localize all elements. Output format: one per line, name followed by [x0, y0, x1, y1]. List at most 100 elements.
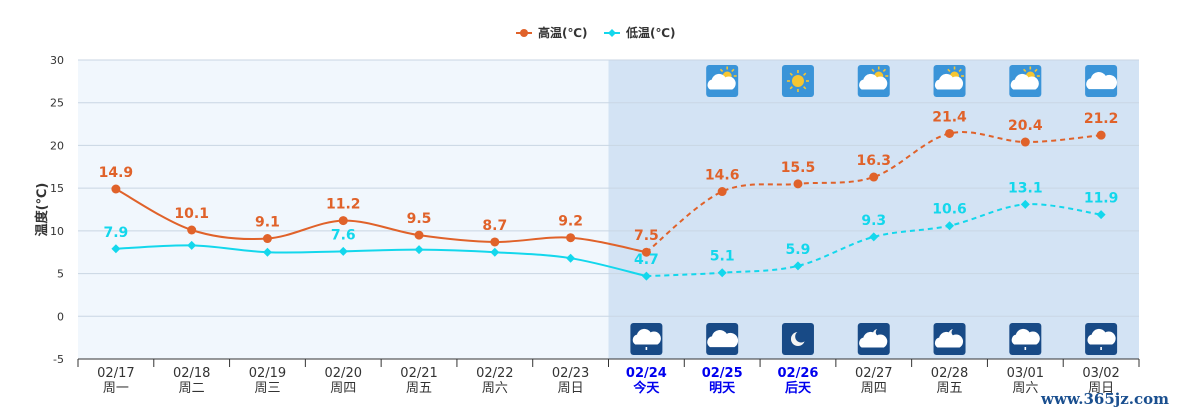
- low-temp-label: 10.6: [932, 202, 967, 218]
- partly-cloudy-icon: [933, 65, 966, 97]
- watermark: www.365jz.com: [1041, 390, 1169, 408]
- low-temp-label: 7.6: [331, 227, 356, 243]
- low-temp-label: 5.1: [710, 249, 735, 265]
- high-temp-point: [1096, 130, 1106, 140]
- y-tick-label: 0: [57, 310, 64, 323]
- cloud-shape: [934, 73, 964, 90]
- low-temp-point: [490, 247, 500, 257]
- x-tick-day: 今天: [632, 380, 660, 396]
- x-tick-date: 02/20: [325, 366, 362, 381]
- high-temp-point: [414, 230, 424, 240]
- low-temp-point: [111, 244, 121, 254]
- partly-cloudy-icon: [706, 65, 739, 97]
- x-tick-day: 周日: [1088, 381, 1114, 396]
- low-temp-point: [793, 261, 803, 271]
- sun-ray: [803, 72, 807, 76]
- high-temp-label: 21.2: [1084, 111, 1119, 127]
- y-tick-label: 25: [50, 97, 64, 110]
- high-temp-label: 15.5: [781, 160, 816, 176]
- high-temp-point: [793, 179, 803, 189]
- low-temp-point: [187, 240, 197, 250]
- high-temp-label: 14.6: [705, 168, 740, 184]
- cloud-shape: [632, 328, 661, 345]
- cloud-shape: [707, 73, 736, 90]
- high-temp-point: [338, 216, 348, 226]
- high-temp-label: 9.2: [558, 214, 583, 230]
- x-tick-date: 03/01: [1007, 366, 1044, 381]
- x-tick-day: 周三: [254, 381, 280, 396]
- light-rain-night-icon: [630, 323, 663, 355]
- high-temp-point: [1020, 137, 1030, 147]
- x-tick-date: 03/02: [1082, 366, 1119, 381]
- legend-marker: [520, 29, 528, 37]
- x-tick-day: 周一: [103, 381, 129, 396]
- x-tick-day: 周六: [482, 381, 508, 396]
- x-tick-day: 后天: [785, 380, 812, 396]
- low-temp-point: [1020, 199, 1030, 209]
- sun-ray: [958, 68, 962, 72]
- low-temp-point: [641, 271, 651, 281]
- history-background: [78, 60, 609, 359]
- low-temp-point: [1096, 210, 1106, 220]
- sunny-icon: [781, 65, 814, 97]
- low-temp-label: 7.9: [103, 225, 128, 241]
- cloud-shape: [934, 331, 964, 348]
- y-tick-label: 30: [50, 54, 64, 67]
- x-tick-date: 02/18: [173, 366, 210, 381]
- cloudy-night-icon: [706, 323, 739, 355]
- high-temp-point: [869, 172, 879, 182]
- sun-ray: [803, 86, 807, 90]
- sun-ray: [789, 86, 793, 90]
- light-rain-night-icon: [1085, 323, 1118, 355]
- low-temp-label: 5.9: [786, 242, 811, 258]
- cloud-shape: [1010, 73, 1039, 90]
- high-temp-point: [566, 233, 576, 243]
- x-tick-day: 周四: [861, 381, 887, 396]
- high-temp-label: 9.5: [407, 211, 432, 227]
- high-temp-label: 9.1: [255, 215, 280, 231]
- low-temp-label: 9.3: [861, 213, 886, 229]
- low-temp-label: 4.7: [634, 252, 659, 268]
- cloud-shape: [1011, 328, 1040, 345]
- cloud-shape: [859, 331, 888, 348]
- partly-cloudy-icon: [857, 65, 890, 97]
- x-tick-day: 周五: [937, 381, 963, 396]
- low-temp-point: [338, 246, 348, 256]
- sun-shape: [791, 75, 804, 87]
- legend-marker: [608, 29, 616, 37]
- low-temp-label: 13.1: [1008, 180, 1043, 196]
- legend-label: 低温(℃): [625, 25, 676, 40]
- x-tick-date: 02/24: [626, 366, 667, 381]
- sun-ray: [1034, 68, 1038, 72]
- high-temp-label: 14.9: [99, 165, 134, 181]
- x-tick-date: 02/27: [855, 366, 892, 381]
- x-tick-day: 周六: [1012, 381, 1038, 396]
- high-temp-label: 10.1: [174, 206, 209, 222]
- x-tick-date: 02/25: [702, 366, 743, 381]
- x-tick-date: 02/26: [777, 366, 818, 381]
- sun-ray: [947, 68, 951, 72]
- high-temp-point: [490, 237, 500, 247]
- high-temp-label: 8.7: [482, 218, 507, 234]
- x-tick-day: 明天: [709, 381, 736, 396]
- sun-ray: [731, 68, 735, 72]
- y-tick-label: 20: [50, 139, 64, 152]
- low-temp-point: [945, 221, 955, 231]
- y-tick-label: -5: [53, 353, 64, 366]
- high-temp-point: [187, 225, 197, 235]
- cloud-shape: [859, 73, 888, 90]
- high-temp-label: 21.4: [932, 109, 967, 125]
- x-tick-day: 周五: [406, 381, 432, 396]
- high-temp-point: [262, 234, 272, 244]
- high-temp-label: 16.3: [856, 153, 891, 169]
- x-tick-day: 周日: [558, 381, 584, 396]
- x-tick-date: 02/22: [476, 366, 513, 381]
- sun-ray: [871, 68, 875, 72]
- series-line-low-history: [115, 244, 647, 278]
- cloud-shape: [1086, 72, 1117, 90]
- sun-ray: [1023, 68, 1027, 72]
- y-tick-label: 10: [50, 225, 64, 238]
- clear-night-icon: [781, 323, 814, 355]
